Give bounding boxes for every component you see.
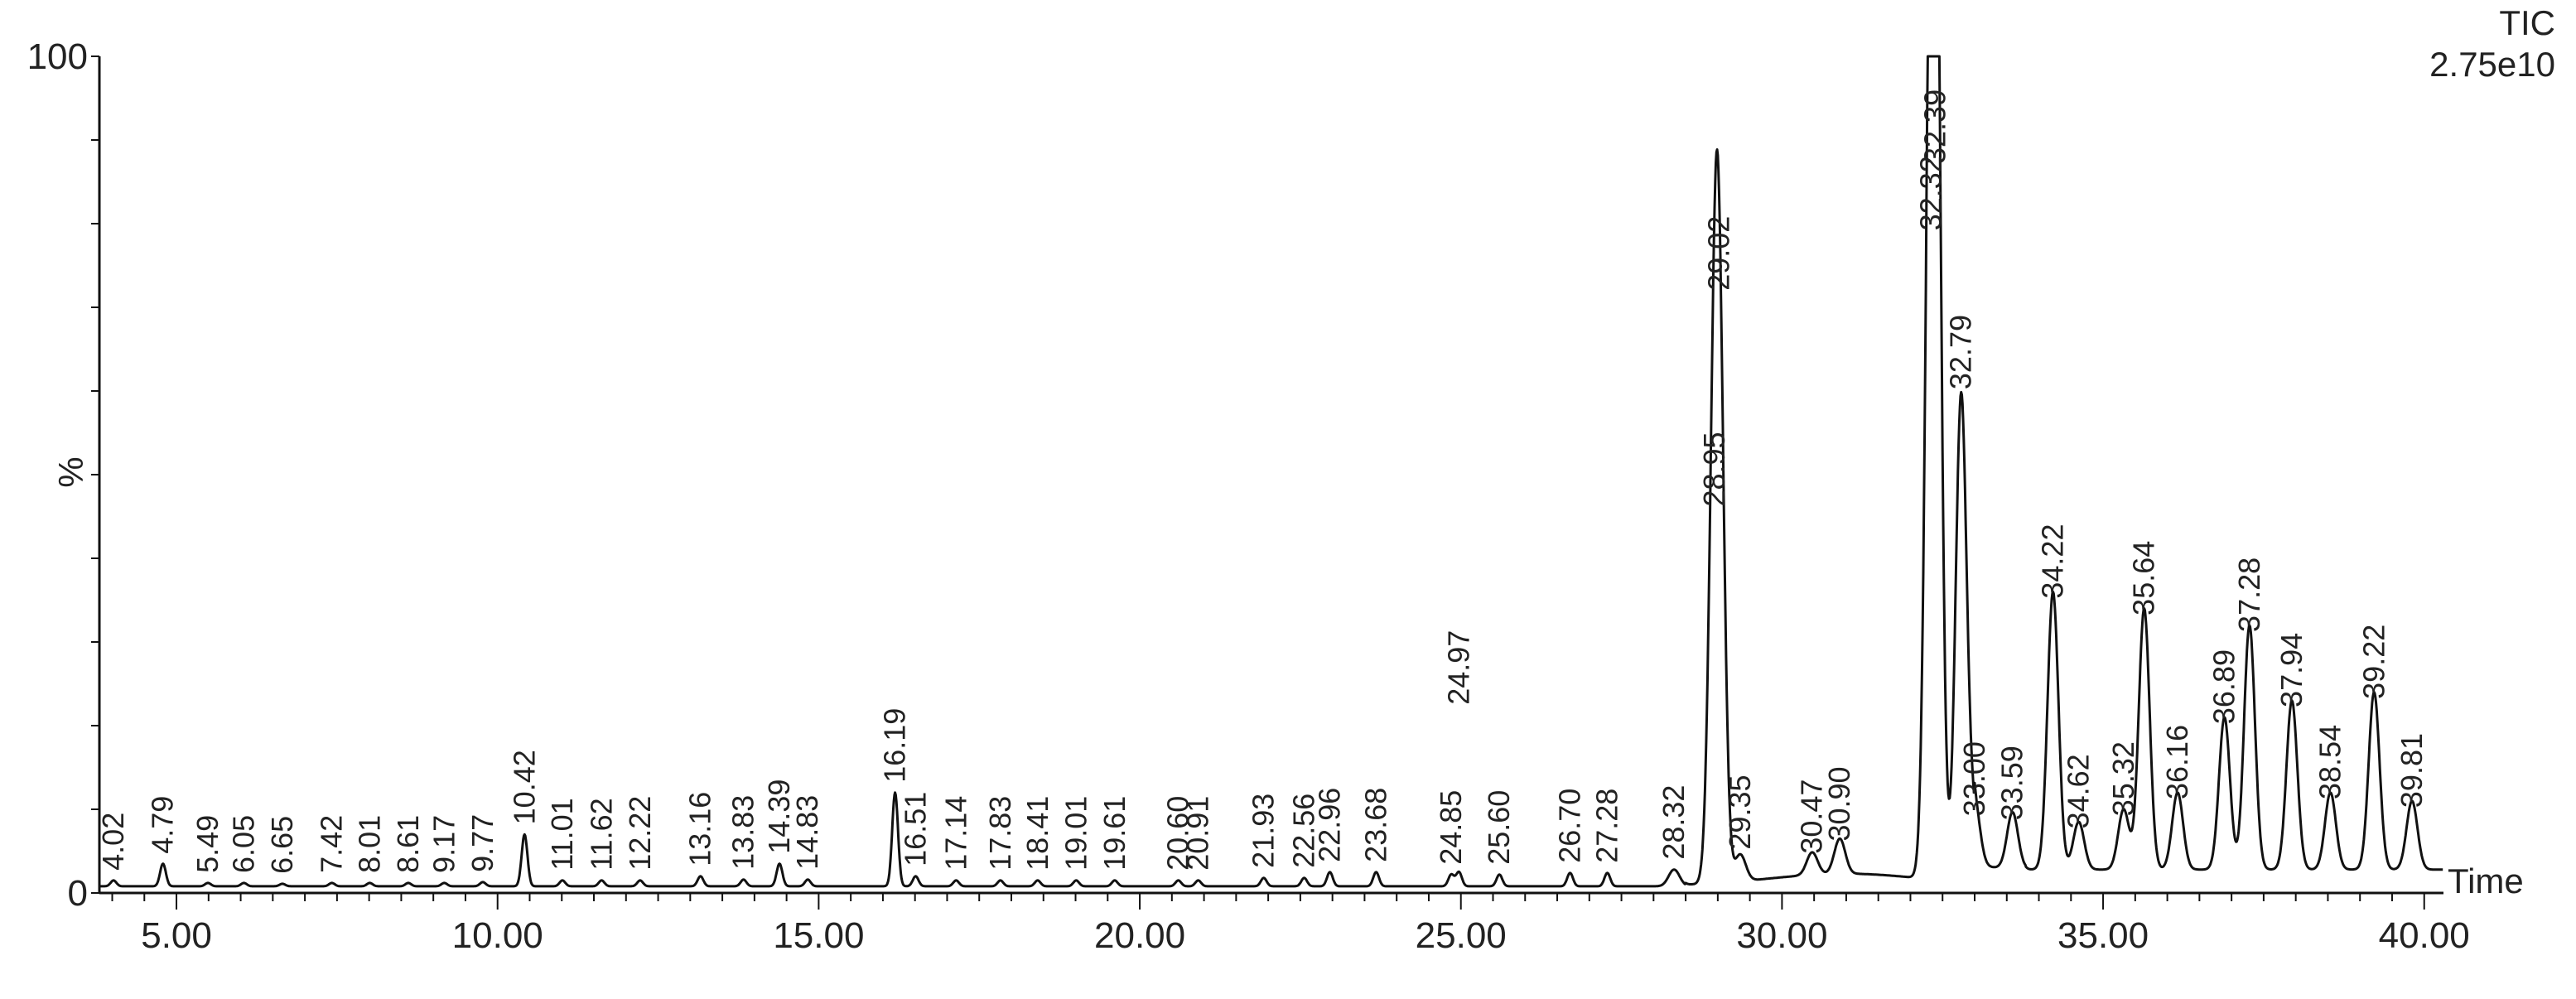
peak-label: 26.70 [1552,789,1586,863]
peak-label: 39.81 [2395,733,2429,808]
peak-label: 8.01 [352,815,386,873]
x-tick-label: 25.00 [1416,915,1507,956]
peak-label: 20.91 [1181,796,1215,871]
peak-label: 10.42 [507,750,541,824]
peak-label: 16.19 [878,708,912,783]
peak-label: 34.62 [2062,754,2096,828]
peak-label: 4.79 [146,796,180,854]
peak-label: 14.39 [762,779,796,854]
peak-label-layer: 4.02 4.79 5.49 6.05 6.65 7.42 8.01 8.61 9.17 9.77… [96,89,2429,874]
peak-label: 21.93 [1247,794,1281,868]
peak-label: 35.64 [2127,541,2161,615]
peak-label: 6.05 [226,815,260,873]
peak-label: 33.00 [1957,741,1991,816]
peak-label: 9.17 [427,815,461,873]
axis-layer: 5.00 10.00 15.00 20.00 25.00 30.00 35.00 40.00 0… [27,36,2470,956]
x-tick-label: 10.00 [452,915,543,956]
x-tick-label: 15.00 [773,915,864,956]
peak-label: 37.28 [2232,557,2266,632]
peak-label: 32.79 [1944,315,1978,389]
peak-label: 32.39 [1918,89,1952,164]
x-axis-label: Time [2448,861,2524,900]
peak-label: 28.95 [1697,432,1731,506]
peak-label: 20.60 [1161,796,1195,871]
y-axis-label: % [51,456,90,487]
peak-label: 24.97 [1441,630,1475,705]
peak-label: 22.96 [1313,788,1347,862]
y-tick-label: 0 [68,873,88,914]
x-tick-label: 5.00 [141,915,212,956]
peak-label: 36.16 [2160,725,2194,799]
peak-label: 6.65 [265,816,299,874]
peak-label: 13.83 [726,795,760,870]
peak-label: 14.83 [790,795,824,870]
peak-label: 11.62 [584,798,618,870]
peak-label: 8.61 [391,815,425,873]
peak-label: 7.42 [315,815,349,873]
peak-label: 32.32 [1913,156,1947,230]
tic-trace [99,55,2443,888]
x-tick-label: 40.00 [2379,915,2470,956]
peak-label: 13.16 [683,792,717,866]
peak-label: 12.22 [623,796,657,871]
peak-label: 24.85 [1434,790,1468,865]
peak-label: 18.41 [1020,796,1054,871]
peak-label: 29.35 [1723,775,1757,850]
trace-layer [99,55,2443,888]
peak-label: 5.49 [191,815,224,873]
x-tick-label: 35.00 [2057,915,2149,956]
peak-label: 29.02 [1701,216,1735,291]
x-tick-label: 20.00 [1094,915,1185,956]
peak-label: 34.22 [2036,524,2070,599]
peak-label: 4.02 [96,813,130,871]
peak-label: 19.61 [1097,796,1131,871]
trace-name: TIC [2499,3,2555,42]
peak-label: 11.01 [545,798,579,870]
peak-label: 38.54 [2313,725,2347,799]
peak-label: 33.59 [1995,746,2029,820]
peak-label: 17.14 [938,796,972,871]
peak-label: 36.89 [2207,649,2241,724]
y-tick-label: 100 [27,36,88,77]
peak-label: 19.01 [1059,796,1093,871]
peak-label: 35.32 [2106,741,2140,816]
peak-label: 9.77 [466,814,499,872]
peak-label: 28.32 [1657,785,1691,860]
scale-label: 2.75e10 [2429,45,2555,84]
peak-label: 39.22 [2357,625,2390,699]
peak-label: 22.56 [1287,794,1321,868]
peak-label: 25.60 [1482,790,1516,865]
peak-label: 37.94 [2275,633,2308,707]
peak-label: 27.28 [1589,789,1623,863]
peak-label: 16.51 [899,792,933,866]
peak-label: 17.83 [983,796,1017,871]
x-tick-label: 30.00 [1736,915,1827,956]
peak-label: 23.68 [1358,788,1392,862]
peak-label: 30.90 [1822,766,1856,841]
peak-label: 30.47 [1795,779,1829,854]
